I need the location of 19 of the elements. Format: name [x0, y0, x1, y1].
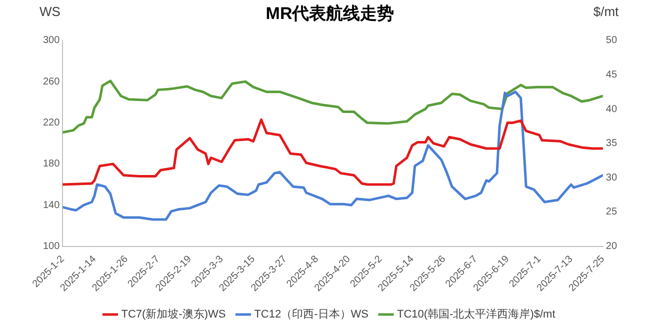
- y-tick-label: 300: [42, 35, 60, 46]
- legend-label: TC7(新加坡-澳东)WS: [121, 308, 226, 321]
- y2-tick-label: 40: [606, 104, 618, 115]
- legend-label: TC12（印西-日本）WS: [254, 308, 368, 321]
- y2-tick-label: 25: [606, 206, 618, 218]
- y-tick-label: 260: [42, 76, 60, 88]
- y2-tick-label: 35: [606, 138, 618, 150]
- y-tick-label: 100: [42, 241, 60, 252]
- y2-tick-label: 50: [606, 35, 618, 46]
- y2-tick-label: 45: [606, 69, 618, 80]
- y2-tick-label: 20: [606, 241, 618, 252]
- y2-axis-title: $/mt: [593, 4, 620, 20]
- legend-label: TC10(韩国-北太平洋西海岸)$/mt: [396, 308, 556, 321]
- y-tick-label: 180: [42, 158, 60, 170]
- y-tick-label: 220: [42, 118, 60, 128]
- y2-tick-label: 30: [606, 172, 618, 184]
- y-axis-title: WS: [40, 4, 61, 20]
- y-tick-label: 140: [42, 200, 60, 211]
- chart-title: MR代表航线走势: [266, 4, 394, 23]
